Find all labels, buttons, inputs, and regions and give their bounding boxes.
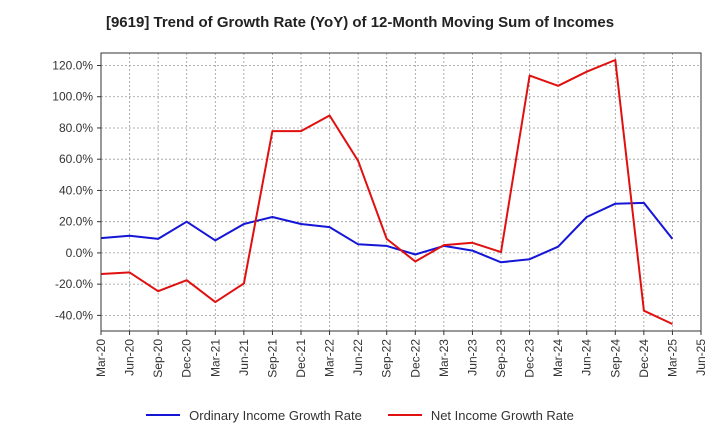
x-tick-label: Jun-25 [694,339,708,376]
legend-item-ordinary-income: Ordinary Income Growth Rate [146,408,362,423]
y-tick-label: 0.0% [66,246,94,260]
x-tick-label: Dec-23 [523,339,537,378]
series-line-net-income [100,59,673,325]
x-tick-label: Jun-20 [123,339,137,376]
x-tick-label: Dec-24 [637,339,651,378]
y-tick-label: 100.0% [52,90,93,104]
y-tick-label: -40.0% [55,308,93,322]
x-tick-label: Sep-20 [151,339,165,378]
x-tick-label: Jun-21 [237,339,251,376]
chart-title: [9619] Trend of Growth Rate (YoY) of 12-… [105,14,615,31]
x-tick-label: Mar-24 [551,339,565,377]
y-tick-label: -20.0% [55,277,93,291]
x-tick-label: Mar-23 [437,339,451,377]
x-tick-label: Mar-22 [323,339,337,377]
x-tick-label: Jun-24 [580,339,594,376]
x-tick-label: Sep-23 [494,339,508,378]
x-tick-label: Sep-21 [265,339,279,378]
x-tick-label: Sep-22 [380,339,394,378]
plot-background [101,53,701,331]
legend-swatch-net-income [387,414,422,416]
grid-lines [100,53,702,331]
y-tick-label: 120.0% [52,58,93,72]
x-tick-label: Jun-23 [465,339,479,376]
y-tick-label: 60.0% [59,152,93,166]
x-tick-label: Dec-21 [294,339,308,378]
y-tick-label: 80.0% [59,121,93,135]
x-tick-label: Dec-20 [180,339,194,378]
x-tick-label: Dec-22 [408,339,422,378]
x-tick-label: Sep-24 [608,339,622,378]
series-line-ordinary-income [100,201,674,264]
legend: Ordinary Income Growth Rate Net Income G… [0,405,720,425]
x-tick-label: Mar-20 [94,339,108,377]
x-tick-label: Mar-25 [665,339,679,377]
legend-label-ordinary-income: Ordinary Income Growth Rate [189,407,362,423]
x-tick-label: Mar-21 [208,339,222,377]
plot-frame [100,52,702,332]
legend-label-net-income: Net Income Growth Rate [430,407,574,423]
legend-item-net-income: Net Income Growth Rate [387,407,574,423]
y-tick-label: 20.0% [59,215,93,229]
y-tick-label: 40.0% [59,183,93,197]
axes: -40.0% -20.0% 0.0% 20.0% 40.0% 60.0% 80.0% 100.… [52,52,708,378]
legend-swatch-ordinary-income [146,414,181,416]
plot-area [101,53,701,331]
x-tick-label: Jun-22 [351,339,365,376]
